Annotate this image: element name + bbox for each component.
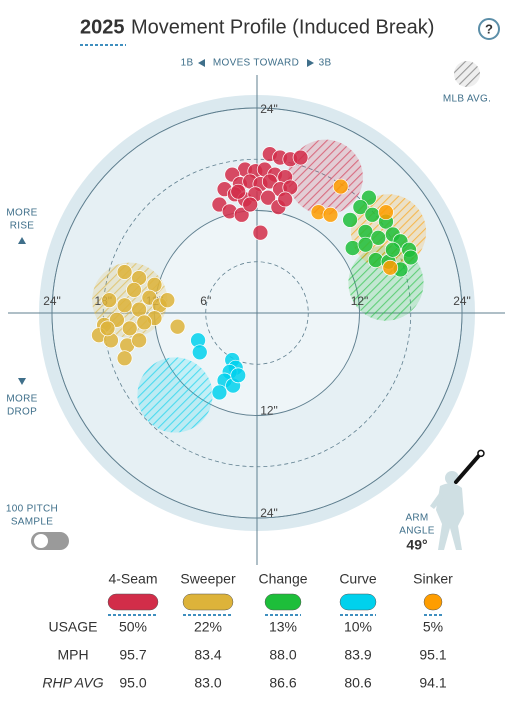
mph-value: 83.4 [194, 647, 221, 663]
pitch-dot [126, 282, 142, 298]
help-text[interactable]: ? [485, 21, 493, 36]
arm-angle-ball [477, 449, 485, 458]
mph-value: 95.1 [419, 647, 446, 663]
sample-label: 100 PITCH [6, 504, 58, 515]
pitch-dot [116, 297, 133, 314]
usage-value: 22% [194, 619, 222, 635]
pitch-dot [136, 314, 153, 331]
pitch-dot [242, 196, 259, 213]
pitch-dot [252, 224, 269, 241]
direction-middle: MOVES TOWARD [213, 58, 299, 69]
rhp-avg-value: 83.0 [194, 675, 221, 691]
ring-label: 6" [200, 294, 211, 308]
pitch-dot [352, 199, 369, 215]
pitch-dot [322, 206, 339, 223]
mph-value: 88.0 [269, 647, 296, 663]
pitch-dot [402, 249, 419, 266]
rhp-avg-value: 86.6 [269, 675, 296, 691]
pitch-dot [191, 344, 208, 361]
chart-title: Movement Profile (Induced Break) [131, 16, 434, 38]
ring-label: 24" [453, 294, 471, 308]
arm-angle-value: 49° [406, 537, 427, 553]
ring-label: 24" [43, 294, 61, 308]
pitch-dot [342, 212, 358, 228]
row-label: MPH [57, 647, 88, 663]
pitch-dot [364, 206, 381, 223]
pitcher-figure [430, 471, 464, 550]
legend-swatch [107, 593, 159, 611]
legend-name: Sweeper [180, 571, 236, 587]
usage-value: 50% [119, 619, 147, 635]
pitch-dot [233, 206, 250, 223]
mlb-avg-label: MLB AVG. [443, 94, 491, 105]
pitch-dot [116, 350, 133, 367]
ring-label: 24" [260, 102, 278, 116]
pitch-dot [230, 183, 247, 200]
legend-swatch [339, 593, 377, 611]
mph-value: 95.7 [119, 647, 146, 663]
arrow-up [18, 237, 26, 244]
pitch-dot [277, 191, 294, 208]
rhp-avg-value: 95.0 [119, 675, 146, 691]
direction-left: 1B [181, 58, 194, 69]
ring-label: 12" [351, 294, 369, 308]
legend-name: Sinker [413, 571, 453, 587]
usage-value: 13% [269, 619, 297, 635]
pitch-dot [332, 178, 349, 195]
pitch-dot [382, 259, 399, 276]
rise-label: RISE [10, 221, 35, 232]
legend-swatch [264, 593, 302, 611]
legend-swatch [182, 593, 234, 611]
pitch-dot [116, 264, 133, 280]
ring-label: 12" [260, 404, 278, 418]
usage-value: 10% [344, 619, 372, 635]
pitch-dot [169, 318, 186, 335]
mlb-avg-area [137, 357, 213, 433]
arrow-right [307, 59, 314, 67]
mph-value: 83.9 [344, 647, 371, 663]
pitch-dot [99, 320, 116, 337]
rhp-avg-value: 94.1 [419, 675, 446, 691]
legend-name: Change [258, 571, 307, 587]
legend-swatch [423, 593, 443, 611]
pitch-dot [230, 367, 247, 384]
arm-angle-label: ANGLE [399, 526, 434, 537]
title-year: 2025 [80, 16, 125, 38]
row-label: USAGE [48, 619, 97, 635]
pitch-dot [292, 149, 309, 166]
pitch-dot [101, 292, 118, 309]
pitch-dot [121, 320, 138, 337]
direction-right: 3B [319, 58, 332, 69]
pitch-dot [378, 204, 394, 221]
rise-label: MORE [6, 208, 37, 219]
pitch-dot [159, 292, 176, 309]
arm-angle-label: ARM [405, 513, 428, 524]
mlb-avg-swatch [454, 61, 480, 87]
help-icon[interactable] [478, 18, 500, 40]
rhp-avg-value: 80.6 [344, 675, 371, 691]
legend-name: Curve [339, 571, 377, 587]
sample-label: SAMPLE [11, 517, 53, 528]
ring-label: 24" [260, 506, 278, 520]
row-label: RHP AVG [42, 675, 103, 691]
drop-label: MORE [6, 394, 37, 405]
drop-label: DROP [7, 407, 37, 418]
pitch-dot [211, 384, 228, 401]
usage-value: 5% [423, 619, 443, 635]
pitch-dot [260, 189, 276, 206]
pitch-dot [384, 241, 401, 258]
plot-area: 6"12"12"12"18"24"24"24"24" [8, 75, 505, 565]
pitch-dot [357, 236, 374, 253]
toggle-knob[interactable] [34, 534, 48, 548]
legend-name: 4-Seam [108, 571, 157, 587]
pitch-dot [131, 332, 147, 349]
arrow-down [18, 378, 26, 385]
arm-angle-line [454, 451, 483, 484]
arrow-left [198, 59, 205, 67]
